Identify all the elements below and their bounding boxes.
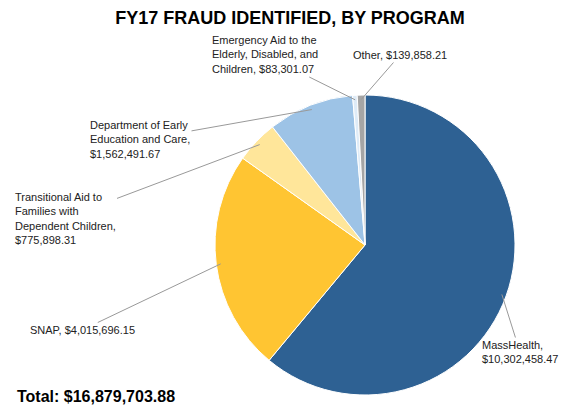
- svg-text:FY17 FRAUD IDENTIFIED, BY PROG: FY17 FRAUD IDENTIFIED, BY PROGRAM: [115, 8, 465, 28]
- svg-text:Total: $16,879,703.88: Total: $16,879,703.88: [17, 388, 175, 405]
- svg-text:Emergency Aid to theElderly, D: Emergency Aid to theElderly, Disabled, a…: [212, 34, 318, 75]
- svg-text:SNAP, $4,015,696.15: SNAP, $4,015,696.15: [30, 324, 135, 336]
- svg-text:Other, $139,858.21: Other, $139,858.21: [353, 49, 447, 61]
- svg-text:MassHealth,$10,302,458.47: MassHealth,$10,302,458.47: [482, 339, 558, 365]
- svg-text:Department of EarlyEducation a: Department of EarlyEducation and Care,$1…: [90, 119, 190, 160]
- svg-text:Transitional Aid toFamilies wi: Transitional Aid toFamilies withDependen…: [15, 191, 116, 246]
